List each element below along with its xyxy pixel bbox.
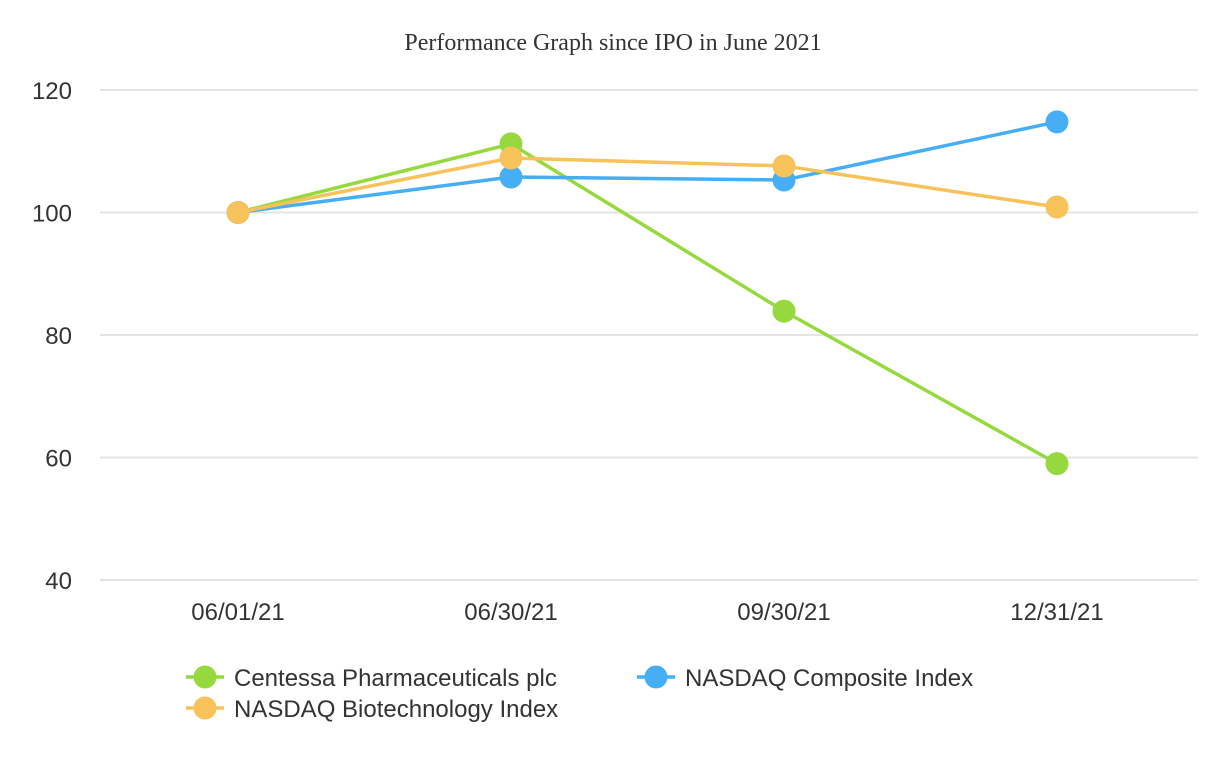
- data-point[interactable]: [1045, 452, 1069, 476]
- data-point[interactable]: [499, 146, 523, 170]
- series-line: [236, 156, 1059, 215]
- series-2: [226, 146, 1069, 224]
- x-tick-label: 09/30/21: [737, 599, 830, 626]
- legend[interactable]: Centessa Pharmaceuticals plc NASDAQ Compo…: [186, 665, 973, 723]
- data-point[interactable]: [772, 154, 796, 178]
- series-layer: [226, 110, 1069, 476]
- legend-item[interactable]: NASDAQ Biotechnology Index: [186, 696, 558, 723]
- data-point[interactable]: [226, 201, 250, 224]
- data-point[interactable]: [1045, 110, 1069, 134]
- legend-marker: [193, 665, 217, 689]
- x-tick-label: 12/31/21: [1010, 599, 1103, 626]
- chart-title: Performance Graph since IPO in June 2021: [404, 30, 821, 56]
- legend-item[interactable]: Centessa Pharmaceuticals plc: [186, 665, 557, 692]
- x-tick-label: 06/01/21: [191, 599, 284, 626]
- y-tick-label: 40: [45, 568, 72, 595]
- legend-label: Centessa Pharmaceuticals plc: [234, 665, 557, 692]
- legend-marker: [644, 665, 668, 689]
- legend-label: NASDAQ Composite Index: [685, 665, 973, 692]
- y-tick-label: 80: [45, 323, 72, 350]
- y-tick-label: 60: [45, 446, 72, 473]
- series-line: [236, 120, 1059, 215]
- series-1: [226, 110, 1069, 224]
- y-tick-label: 120: [32, 78, 72, 105]
- y-tick-label: 100: [32, 201, 72, 228]
- x-tick-label: 06/30/21: [464, 599, 557, 626]
- data-point[interactable]: [1045, 195, 1069, 219]
- data-point[interactable]: [772, 299, 796, 323]
- x-axis: 06/01/21 06/30/21 09/30/21 12/31/21: [191, 599, 1103, 626]
- y-axis: 40 60 80 100 120: [32, 78, 72, 595]
- legend-item[interactable]: NASDAQ Composite Index: [637, 665, 973, 692]
- gridlines: [100, 89, 1198, 581]
- data-point[interactable]: [499, 165, 523, 189]
- legend-label: NASDAQ Biotechnology Index: [234, 696, 558, 723]
- series-line: [236, 142, 1059, 466]
- series-0: [226, 132, 1069, 476]
- legend-marker: [193, 696, 217, 720]
